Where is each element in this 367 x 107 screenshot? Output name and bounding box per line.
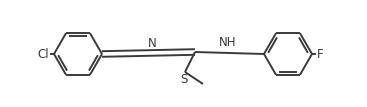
Text: N: N (148, 37, 157, 50)
Text: NH: NH (219, 36, 237, 49)
Text: S: S (180, 73, 188, 86)
Text: Cl: Cl (37, 48, 49, 60)
Text: F: F (317, 48, 324, 60)
